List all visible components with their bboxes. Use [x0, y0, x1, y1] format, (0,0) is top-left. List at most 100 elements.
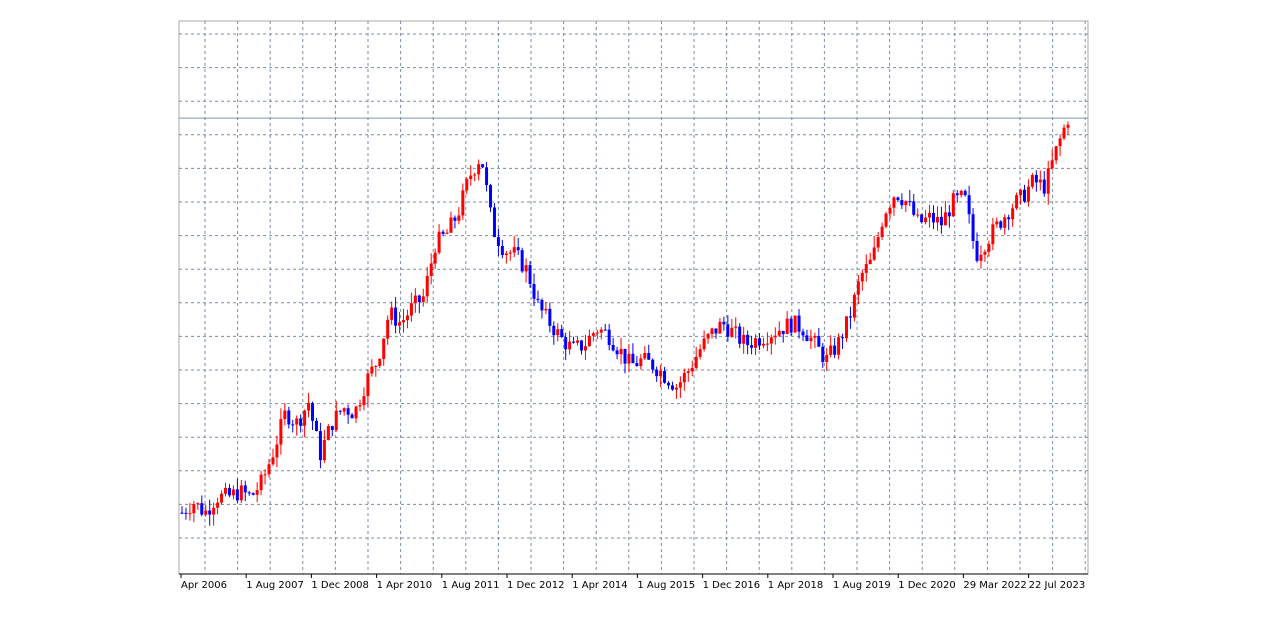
candle-body [963, 190, 967, 196]
candle-body [362, 396, 366, 406]
candle-body [631, 353, 635, 364]
candle-body [552, 325, 556, 336]
candle-body [627, 353, 631, 364]
candle-body [188, 513, 192, 515]
candle-body [1030, 175, 1034, 187]
candle-body [421, 296, 425, 303]
candle-body [267, 464, 271, 475]
candle-body [884, 213, 888, 227]
candle-body [457, 215, 461, 221]
candle-body [635, 363, 639, 367]
candle-body [943, 212, 947, 226]
candle-body [951, 193, 955, 217]
candle-body [283, 410, 287, 420]
candle-body [591, 333, 595, 336]
candle-body [489, 185, 493, 208]
candle-body [560, 329, 564, 338]
candle-body [512, 247, 516, 253]
candle-body [655, 369, 659, 377]
candle-body [184, 512, 188, 514]
candle-body [1011, 208, 1015, 220]
candle-body [900, 200, 904, 206]
candle-body [477, 164, 481, 175]
candle-body [1046, 168, 1050, 194]
candle-body [837, 337, 841, 355]
candle-body [769, 337, 773, 344]
candle-body [892, 197, 896, 208]
candle-body [975, 240, 979, 261]
candle-body [670, 385, 674, 390]
candle-body [801, 331, 805, 336]
candle-body [979, 254, 983, 261]
candle-body [935, 216, 939, 223]
candle-body [200, 503, 204, 515]
x-tick-label: 1 Dec 2020 [898, 580, 956, 591]
x-tick-label: Apr 2006 [181, 580, 227, 591]
candle-body [370, 366, 374, 374]
candle-body [291, 424, 295, 426]
candle-body [445, 232, 449, 234]
candle-body [564, 337, 568, 350]
candle-body [1022, 189, 1026, 202]
candle-body [947, 212, 951, 217]
candle-body [413, 295, 417, 304]
x-tick-label: 1 Dec 2016 [703, 580, 761, 591]
candle-body [314, 420, 318, 432]
candle-body [358, 405, 362, 407]
candle-body [576, 340, 580, 343]
candle-body [208, 510, 212, 515]
candle-body [852, 294, 856, 318]
grid-lines [179, 21, 1088, 574]
candle-body [607, 329, 611, 345]
candle-body [904, 201, 908, 206]
candle-body [235, 489, 239, 501]
candle-body [888, 207, 892, 214]
candle-body [928, 212, 932, 218]
candle-body [1038, 179, 1042, 183]
candle-body [647, 353, 651, 360]
candle-body [659, 371, 663, 377]
x-tick-label: 1 Apr 2018 [768, 580, 823, 591]
candle-body [568, 341, 572, 350]
candle-body [524, 265, 528, 272]
candle-body [742, 334, 746, 344]
candle-body [299, 418, 303, 426]
candle-body [959, 190, 963, 196]
x-tick-label: 22 Jul 2023 [1029, 580, 1086, 591]
candle-body [793, 315, 797, 333]
candle-body [987, 244, 991, 252]
candle-body [520, 250, 524, 272]
candle-body [908, 201, 912, 203]
candle-body [706, 334, 710, 339]
candle-body [496, 237, 500, 247]
candle-body [449, 217, 453, 233]
candle-body [433, 252, 437, 264]
candle-body [465, 179, 469, 191]
candle-body [409, 303, 413, 316]
candle-body [330, 426, 334, 430]
candle-body [1015, 195, 1019, 209]
candle-body [1054, 146, 1058, 161]
candle-body [216, 502, 220, 508]
candle-body [532, 284, 536, 299]
candle-body [829, 345, 833, 355]
candle-body [599, 329, 603, 333]
candle-body [1058, 138, 1062, 147]
candle-body [247, 492, 251, 494]
candle-body [469, 175, 473, 180]
candle-body [860, 272, 864, 282]
candle-body [920, 214, 924, 223]
candle-body [754, 338, 758, 348]
candle-body [386, 319, 390, 339]
candle-body [971, 214, 975, 241]
candle-body [983, 251, 987, 255]
candle-body [643, 353, 647, 359]
candle-body [702, 338, 706, 350]
candle-body [303, 410, 307, 426]
candle-body [204, 510, 208, 515]
candle-body [394, 307, 398, 326]
candle-body [1019, 189, 1023, 196]
candle-body [255, 490, 259, 495]
x-tick-label: 1 Aug 2007 [246, 580, 304, 591]
